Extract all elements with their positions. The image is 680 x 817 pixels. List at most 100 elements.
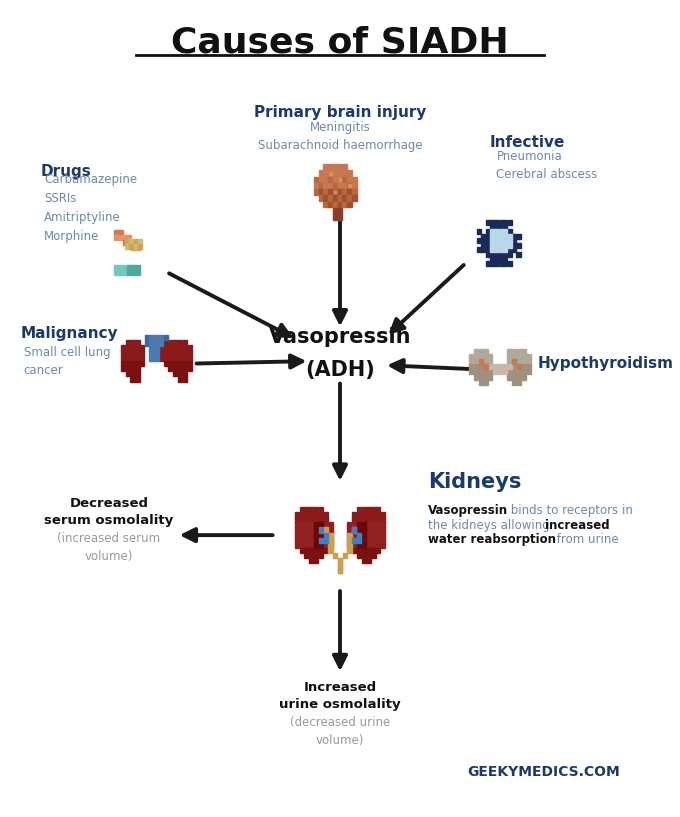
- Bar: [339, 178, 341, 181]
- Text: binds to receptors in: binds to receptors in: [507, 504, 632, 517]
- Text: Decreased
serum osmolality: Decreased serum osmolality: [44, 498, 173, 527]
- Bar: [134, 239, 138, 244]
- Bar: [178, 346, 182, 350]
- Bar: [173, 355, 177, 361]
- Bar: [494, 252, 498, 257]
- Bar: [300, 512, 304, 518]
- Bar: [357, 533, 361, 538]
- Bar: [324, 189, 328, 194]
- Bar: [295, 538, 299, 542]
- Bar: [314, 522, 318, 528]
- Bar: [490, 220, 494, 225]
- Bar: [121, 366, 125, 372]
- Bar: [328, 202, 333, 208]
- Bar: [338, 195, 342, 201]
- Bar: [508, 238, 511, 243]
- Bar: [319, 522, 323, 528]
- Bar: [512, 243, 516, 248]
- Bar: [494, 257, 498, 261]
- Bar: [188, 350, 192, 356]
- Bar: [469, 354, 473, 359]
- Bar: [328, 528, 333, 533]
- Bar: [159, 335, 163, 341]
- Bar: [347, 522, 352, 528]
- Bar: [145, 341, 149, 346]
- Bar: [479, 359, 483, 364]
- Bar: [503, 261, 507, 266]
- Bar: [328, 164, 333, 170]
- Bar: [324, 542, 328, 548]
- Bar: [338, 208, 342, 214]
- Bar: [474, 354, 478, 359]
- Bar: [381, 522, 385, 528]
- Bar: [338, 568, 342, 573]
- Bar: [140, 350, 144, 356]
- Bar: [357, 547, 361, 553]
- Bar: [494, 229, 498, 234]
- Bar: [127, 266, 131, 270]
- Bar: [367, 528, 371, 533]
- Bar: [347, 528, 352, 533]
- Bar: [371, 547, 375, 553]
- Bar: [324, 183, 328, 189]
- Bar: [183, 341, 187, 346]
- Bar: [494, 248, 498, 252]
- Bar: [479, 379, 483, 385]
- Bar: [127, 235, 131, 240]
- Bar: [314, 533, 318, 538]
- Bar: [140, 355, 144, 361]
- Bar: [508, 252, 511, 257]
- Bar: [357, 538, 361, 542]
- Bar: [347, 202, 352, 208]
- Bar: [512, 364, 516, 369]
- Bar: [333, 176, 337, 182]
- Bar: [118, 235, 123, 240]
- Bar: [499, 261, 503, 266]
- Bar: [357, 533, 361, 538]
- Bar: [477, 238, 481, 243]
- Bar: [357, 507, 361, 512]
- Bar: [474, 359, 478, 364]
- Bar: [333, 189, 337, 194]
- Bar: [362, 522, 366, 528]
- Bar: [173, 341, 177, 346]
- Bar: [490, 229, 494, 234]
- Bar: [481, 238, 485, 243]
- Bar: [490, 238, 494, 243]
- Bar: [319, 517, 323, 523]
- Bar: [493, 369, 497, 374]
- Bar: [508, 243, 511, 248]
- Bar: [178, 350, 182, 356]
- Bar: [121, 346, 125, 350]
- Bar: [352, 183, 356, 189]
- Bar: [159, 346, 163, 350]
- Bar: [508, 234, 511, 239]
- Bar: [324, 528, 328, 533]
- Bar: [512, 359, 516, 364]
- Text: Primary brain injury: Primary brain injury: [254, 105, 426, 120]
- Bar: [309, 552, 313, 558]
- Bar: [499, 229, 503, 234]
- Bar: [118, 230, 123, 235]
- Bar: [503, 243, 507, 248]
- Bar: [371, 528, 375, 533]
- Bar: [309, 533, 313, 538]
- Bar: [371, 522, 375, 528]
- Bar: [517, 234, 520, 239]
- Bar: [483, 379, 488, 385]
- Bar: [479, 364, 483, 369]
- Bar: [328, 195, 333, 201]
- Bar: [499, 234, 503, 239]
- Bar: [490, 234, 494, 239]
- Bar: [126, 366, 130, 372]
- Bar: [503, 257, 507, 261]
- Bar: [319, 542, 323, 548]
- Bar: [319, 538, 323, 542]
- Text: Malignancy: Malignancy: [20, 326, 118, 341]
- Bar: [508, 234, 511, 239]
- Bar: [517, 349, 521, 354]
- Bar: [314, 517, 318, 523]
- Bar: [367, 512, 371, 518]
- Bar: [338, 563, 342, 568]
- Bar: [314, 528, 318, 533]
